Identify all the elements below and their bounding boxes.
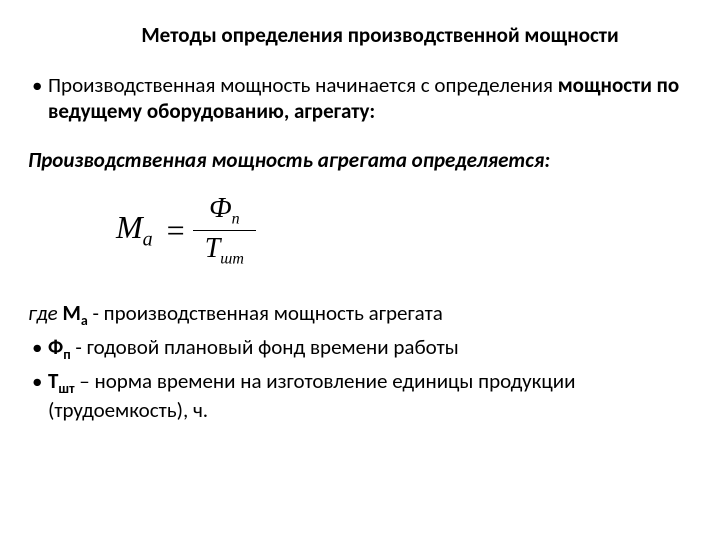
- formula-equals: =: [167, 212, 185, 249]
- where-line: где Ма - производственная мощность агрег…: [28, 300, 692, 330]
- def1-var: Фп: [48, 334, 71, 360]
- formula-denominator: Тшт: [193, 231, 256, 270]
- formula-block: Mа = Фп Тшт: [28, 191, 692, 271]
- page-title: Методы определения производственной мощн…: [28, 22, 692, 48]
- where-prefix: где: [28, 300, 62, 326]
- definition-text-1: Фп - годовой плановый фонд времени работ…: [48, 334, 692, 364]
- formula-lhs: Mа: [116, 209, 153, 251]
- formula-den-var: Т: [205, 233, 221, 264]
- bullet-dot-icon: •: [28, 334, 48, 360]
- intro-part1: Производственная мощность начинается с о…: [48, 72, 558, 98]
- intro-bullet: • Производственная мощность начинается с…: [28, 72, 692, 125]
- def1-desc: - годовой плановый фонд времени работы: [71, 334, 459, 360]
- formula-num-sub: п: [232, 210, 240, 227]
- def2-var: Тшт: [48, 368, 75, 394]
- intro-text: Производственная мощность начинается с о…: [48, 72, 692, 125]
- where-var1: Ма: [62, 300, 87, 326]
- formula-fraction: Фп Тшт: [193, 191, 256, 271]
- def2-desc: – норма времени на изготовление единицы …: [48, 368, 575, 424]
- formula-lhs-var: M: [116, 209, 143, 245]
- bullet-dot-icon: •: [28, 368, 48, 394]
- formula-lhs-sub: а: [143, 229, 153, 251]
- formula: Mа = Фп Тшт: [116, 191, 256, 271]
- bullet-dot-icon: •: [28, 72, 48, 98]
- where-desc1: - производственная мощность агрегата: [88, 300, 443, 326]
- definition-text-2: Тшт – норма времени на изготовление един…: [48, 368, 692, 424]
- formula-num-var: Ф: [209, 193, 232, 224]
- definition-item-1: • Фп - годовой плановый фонд времени раб…: [28, 334, 692, 364]
- subtitle: Производственная мощность агрегата опред…: [28, 147, 692, 173]
- formula-den-sub: шт: [220, 250, 244, 267]
- formula-numerator: Фп: [197, 191, 252, 230]
- definition-item-2: • Тшт – норма времени на изготовление ед…: [28, 368, 692, 424]
